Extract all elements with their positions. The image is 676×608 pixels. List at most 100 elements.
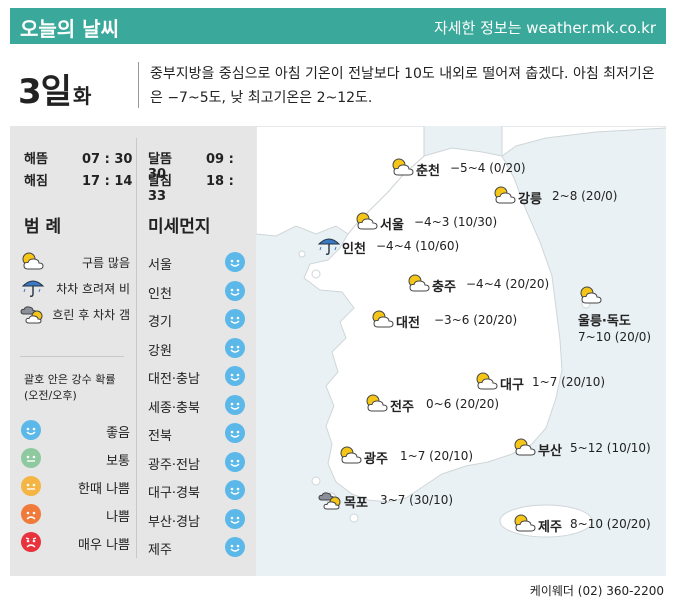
legend-label: 흐린 후 차차 갬 xyxy=(52,308,130,322)
region-name: 세종·충북 xyxy=(148,400,200,416)
fine-dust-title: 미세먼지 xyxy=(148,217,211,237)
column-divider xyxy=(136,138,137,558)
city-name: 대전 xyxy=(396,316,420,331)
face-icon xyxy=(224,422,246,444)
city-temp: −4~4 (10/60) xyxy=(376,239,460,253)
precip-note-line2: (오전/오후) xyxy=(24,389,77,402)
face-icon xyxy=(224,251,246,273)
city-temp: 3~7 (30/10) xyxy=(380,493,454,507)
sunrise-row: 해뜸 07 : 30 xyxy=(24,148,132,167)
face-icon xyxy=(224,451,246,473)
city-temp: 7~10 (20/0) xyxy=(578,330,652,344)
cloudy-sun-icon xyxy=(512,436,538,461)
legend-item-clearing: 흐린 후 차차 갬 xyxy=(20,302,130,326)
cloudy-sun-icon xyxy=(390,156,416,181)
moonrise-row: 달뜸 09 : 30 xyxy=(148,148,256,182)
weather-panel: 해뜸 07 : 30 해짐 17 : 14 달뜸 09 : 30 달짐 18 : 33 … xyxy=(10,126,666,576)
legend-title: 범 례 xyxy=(24,217,62,237)
face-icon xyxy=(20,447,42,469)
region-name: 전북 xyxy=(148,429,172,444)
dust-region-item: 경기 xyxy=(148,307,246,331)
cloud-then-sun-icon xyxy=(20,302,46,327)
city-name: 춘천 xyxy=(416,164,440,179)
sunset-row: 해짐 17 : 14 xyxy=(24,170,132,189)
city-temp: −3~6 (20/20) xyxy=(434,313,518,327)
dust-region-item: 서울 xyxy=(148,250,246,274)
moonset-time: 18 : 33 xyxy=(148,174,234,204)
cloudy-sun-icon xyxy=(474,370,500,395)
face-icon xyxy=(224,308,246,330)
face-icon xyxy=(224,479,246,501)
dust-level-label: 한때 나쁨 xyxy=(78,482,130,497)
legend-item-cloudy: 구름 많음 xyxy=(20,250,130,274)
dust-legend-item: 보통 xyxy=(20,446,130,470)
legend-item-rain: 차차 흐려져 비 xyxy=(20,276,130,300)
info-sidebar: 해뜸 07 : 30 해짐 17 : 14 달뜸 09 : 30 달짐 18 : 33 … xyxy=(10,126,256,576)
korea-map: 춘천 −5~4 (0/20) 강릉 2~8 (20/0) 서울 −4~3 (10… xyxy=(256,126,666,576)
cloudy-sun-icon xyxy=(370,308,396,333)
city-temp: −4~4 (20/20) xyxy=(466,277,550,291)
dust-legend-item: 나쁨 xyxy=(20,502,130,526)
region-name: 경기 xyxy=(148,315,172,330)
region-name: 제주 xyxy=(148,543,172,558)
city-name: 제주 xyxy=(538,520,562,535)
day-number: 3일 xyxy=(18,72,72,112)
dust-region-item: 전북 xyxy=(148,421,246,445)
region-name: 인천 xyxy=(148,286,172,302)
dust-legend-item: 한때 나쁨 xyxy=(20,474,130,498)
city-temp: −4~3 (10/30) xyxy=(414,215,498,229)
credit-line: 케이웨더 (02) 360-2200 xyxy=(529,584,664,598)
precip-note: 괄호 안은 강수 확률 (오전/오후) xyxy=(24,372,115,404)
legend-label: 차차 흐려져 비 xyxy=(56,282,130,296)
region-name: 강원 xyxy=(148,343,172,359)
city-name: 울릉·독도 xyxy=(578,314,631,329)
dust-region-item: 세종·충북 xyxy=(148,393,246,417)
city-temp: 2~8 (20/0) xyxy=(552,189,618,203)
source-link[interactable]: 자세한 정보는 weather.mk.co.kr xyxy=(433,19,656,37)
cloudy-sun-icon xyxy=(512,512,538,537)
city-name: 광주 xyxy=(364,452,388,467)
city-temp: −5~4 (0/20) xyxy=(450,161,526,175)
header-bar: 오늘의 날씨 자세한 정보는 weather.mk.co.kr xyxy=(10,8,666,44)
face-icon xyxy=(224,536,246,558)
face-icon xyxy=(20,503,42,525)
moonset-label: 달짐 xyxy=(148,174,172,189)
region-name: 대구·경북 xyxy=(148,486,200,501)
weekday: 화 xyxy=(72,84,91,108)
page-title: 오늘의 날씨 xyxy=(20,17,119,41)
face-icon xyxy=(224,394,246,416)
dust-region-item: 강원 xyxy=(148,336,246,360)
city-name: 부산 xyxy=(538,444,562,459)
sunset-label: 해짐 xyxy=(24,174,48,189)
precip-note-line1: 괄호 안은 강수 확률 xyxy=(24,373,116,386)
cloudy-sun-icon xyxy=(354,210,380,235)
city-temp: 5~12 (10/10) xyxy=(570,441,651,455)
cloud-then-sun-icon xyxy=(318,488,344,513)
legend-label: 구름 많음 xyxy=(82,256,130,270)
dust-legend-item: 매우 나쁨 xyxy=(20,530,130,554)
face-icon xyxy=(20,531,42,553)
sunrise-label: 해뜸 xyxy=(24,152,48,167)
dust-level-label: 좋음 xyxy=(106,426,130,441)
umbrella-rain-icon xyxy=(20,276,46,301)
moonset-row: 달짐 18 : 33 xyxy=(148,170,256,204)
dust-region-item: 부산·경남 xyxy=(148,507,246,531)
cloudy-sun-icon xyxy=(364,392,390,417)
city-name: 목포 xyxy=(344,496,368,511)
city-temp: 8~10 (20/20) xyxy=(570,517,651,531)
dust-region-item: 제주 xyxy=(148,535,246,559)
moonrise-time: 09 : 30 xyxy=(148,152,234,182)
city-temp: 0~6 (20/20) xyxy=(426,397,500,411)
face-icon xyxy=(224,508,246,530)
moonrise-label: 달뜸 xyxy=(148,152,172,167)
city-temp: 1~7 (20/10) xyxy=(532,375,606,389)
sunset-time: 17 : 14 xyxy=(82,174,133,189)
cloudy-sun-icon xyxy=(578,284,604,309)
dust-region-item: 인천 xyxy=(148,279,246,303)
cloudy-sun-icon xyxy=(492,184,518,209)
dust-region-item: 광주·전남 xyxy=(148,450,246,474)
city-ulleung-dokdo: 울릉·독도 7~10 (20/0) xyxy=(578,284,664,354)
region-name: 부산·경남 xyxy=(148,514,200,530)
cloudy-sun-icon xyxy=(406,272,432,297)
cloudy-sun-icon xyxy=(20,250,46,275)
